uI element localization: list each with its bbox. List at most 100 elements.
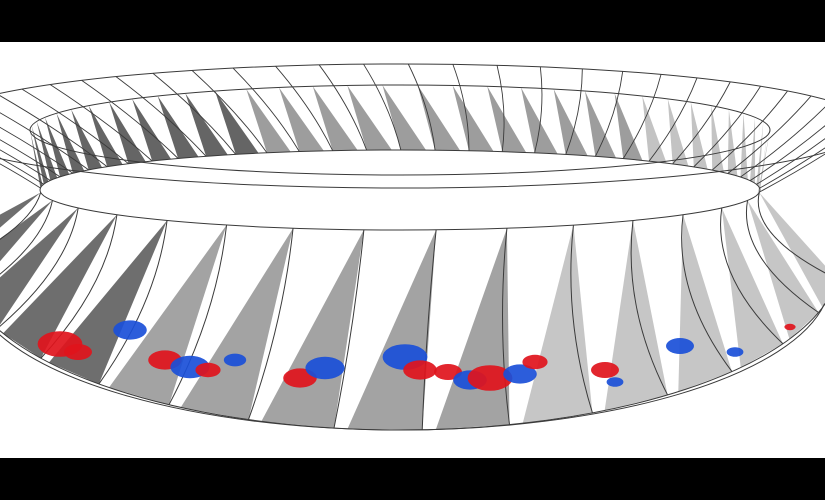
back-blade-edge (749, 125, 825, 182)
back-blade-edge (594, 71, 624, 157)
back-blade-edge (534, 66, 543, 154)
vortex-isosurfaces (37, 320, 796, 391)
positive-vortex-blob (403, 360, 437, 380)
back-blade-edge (759, 153, 825, 193)
blade-edge-lines (0, 63, 825, 430)
back-blade-edge (672, 81, 731, 165)
front-blade-edge (98, 220, 168, 385)
positive-vortex-blob (467, 365, 513, 391)
negative-vortex-blob (223, 353, 247, 367)
back-blade-edge (711, 90, 788, 171)
back-blade-edge (496, 65, 505, 152)
back-blade-edge (565, 68, 583, 155)
back-blade-edge (622, 74, 662, 159)
back-blade-edge (191, 70, 268, 154)
back-blade-edge (693, 85, 761, 168)
back-blade (347, 85, 392, 151)
back-blade (521, 87, 558, 155)
positive-vortex-blob (784, 323, 796, 331)
back-blade (157, 95, 199, 159)
back-blade-edge (0, 163, 41, 189)
front-blade (180, 228, 294, 420)
letterbox-top (0, 0, 825, 42)
back-blade (756, 121, 764, 188)
back-blade-edge (232, 67, 300, 152)
back-blade-edge (648, 77, 698, 162)
back-blade-edge (152, 72, 237, 155)
front-blade (747, 200, 819, 340)
ring-floor (0, 303, 825, 431)
front-blade-edge (168, 224, 228, 405)
front-blade-edge (757, 192, 825, 274)
back-blade (487, 86, 527, 153)
back-blade-edge (740, 106, 825, 178)
back-blade-edge (318, 64, 368, 151)
front-blade-edge (681, 214, 733, 372)
front-blade (0, 207, 79, 325)
back-blade (278, 87, 324, 152)
front-blade-edge (630, 220, 669, 396)
negative-vortex-blob (726, 347, 744, 357)
back-blade-edge (0, 149, 51, 181)
back-blade (215, 91, 259, 155)
letterbox-bottom (0, 458, 825, 500)
back-blade (88, 105, 123, 167)
back-blade-edge (21, 88, 129, 165)
back-blade-edge (50, 84, 153, 162)
positive-vortex-blob (522, 354, 548, 370)
back-blade-edge (363, 63, 402, 151)
front-blade-edge (570, 224, 593, 414)
front-blade (604, 220, 668, 411)
ring-outerTop (0, 63, 825, 189)
front-blade (522, 225, 593, 424)
back-blade-edge (0, 126, 74, 174)
front-blade-edge (421, 229, 437, 430)
front-blade-edge (0, 207, 79, 327)
blade-row-render (0, 63, 825, 431)
back-blade (31, 125, 49, 185)
negative-vortex-blob (606, 377, 624, 387)
front-blade (435, 228, 510, 430)
back-blade-edge (81, 80, 179, 159)
back-blade-edge (407, 63, 436, 151)
back-blade (690, 102, 708, 170)
ring-innerMid (39, 149, 761, 231)
back-blade (711, 105, 724, 173)
back-blade (382, 85, 427, 151)
back-blade (132, 98, 172, 161)
back-blade (185, 93, 228, 157)
back-blade (246, 89, 291, 153)
front-blade-edge (0, 192, 42, 240)
back-blade (71, 109, 103, 170)
back-blade (614, 93, 643, 161)
back-blade (585, 91, 617, 159)
ring-innerTop (29, 84, 771, 176)
negative-vortex-blob (666, 338, 694, 354)
front-blade (721, 207, 783, 368)
back-blade (727, 109, 738, 177)
front-blade (0, 200, 53, 262)
back-blade-edge (759, 147, 825, 189)
back-blade-edge (452, 64, 470, 151)
back-blade-edge (115, 76, 207, 157)
back-blade-edge (275, 65, 334, 151)
front-blade-edge (720, 207, 784, 345)
back-blade (750, 117, 756, 184)
back-blade (36, 121, 58, 181)
front-blade-edge (0, 200, 53, 275)
visualization-canvas (0, 42, 825, 458)
front-blade (347, 229, 437, 430)
back-blade (553, 89, 588, 156)
negative-vortex-blob (113, 320, 147, 340)
back-blade-edge (727, 95, 812, 174)
back-blade-edge (0, 112, 89, 171)
positive-vortex-blob (64, 344, 92, 360)
front-blade-edge (502, 228, 511, 425)
negative-vortex-blob (305, 356, 345, 380)
positive-vortex-blob (591, 362, 619, 378)
positive-vortex-blob (195, 362, 221, 378)
back-blade-edge (756, 138, 825, 185)
back-blade (452, 85, 494, 152)
back-blade (667, 98, 689, 167)
